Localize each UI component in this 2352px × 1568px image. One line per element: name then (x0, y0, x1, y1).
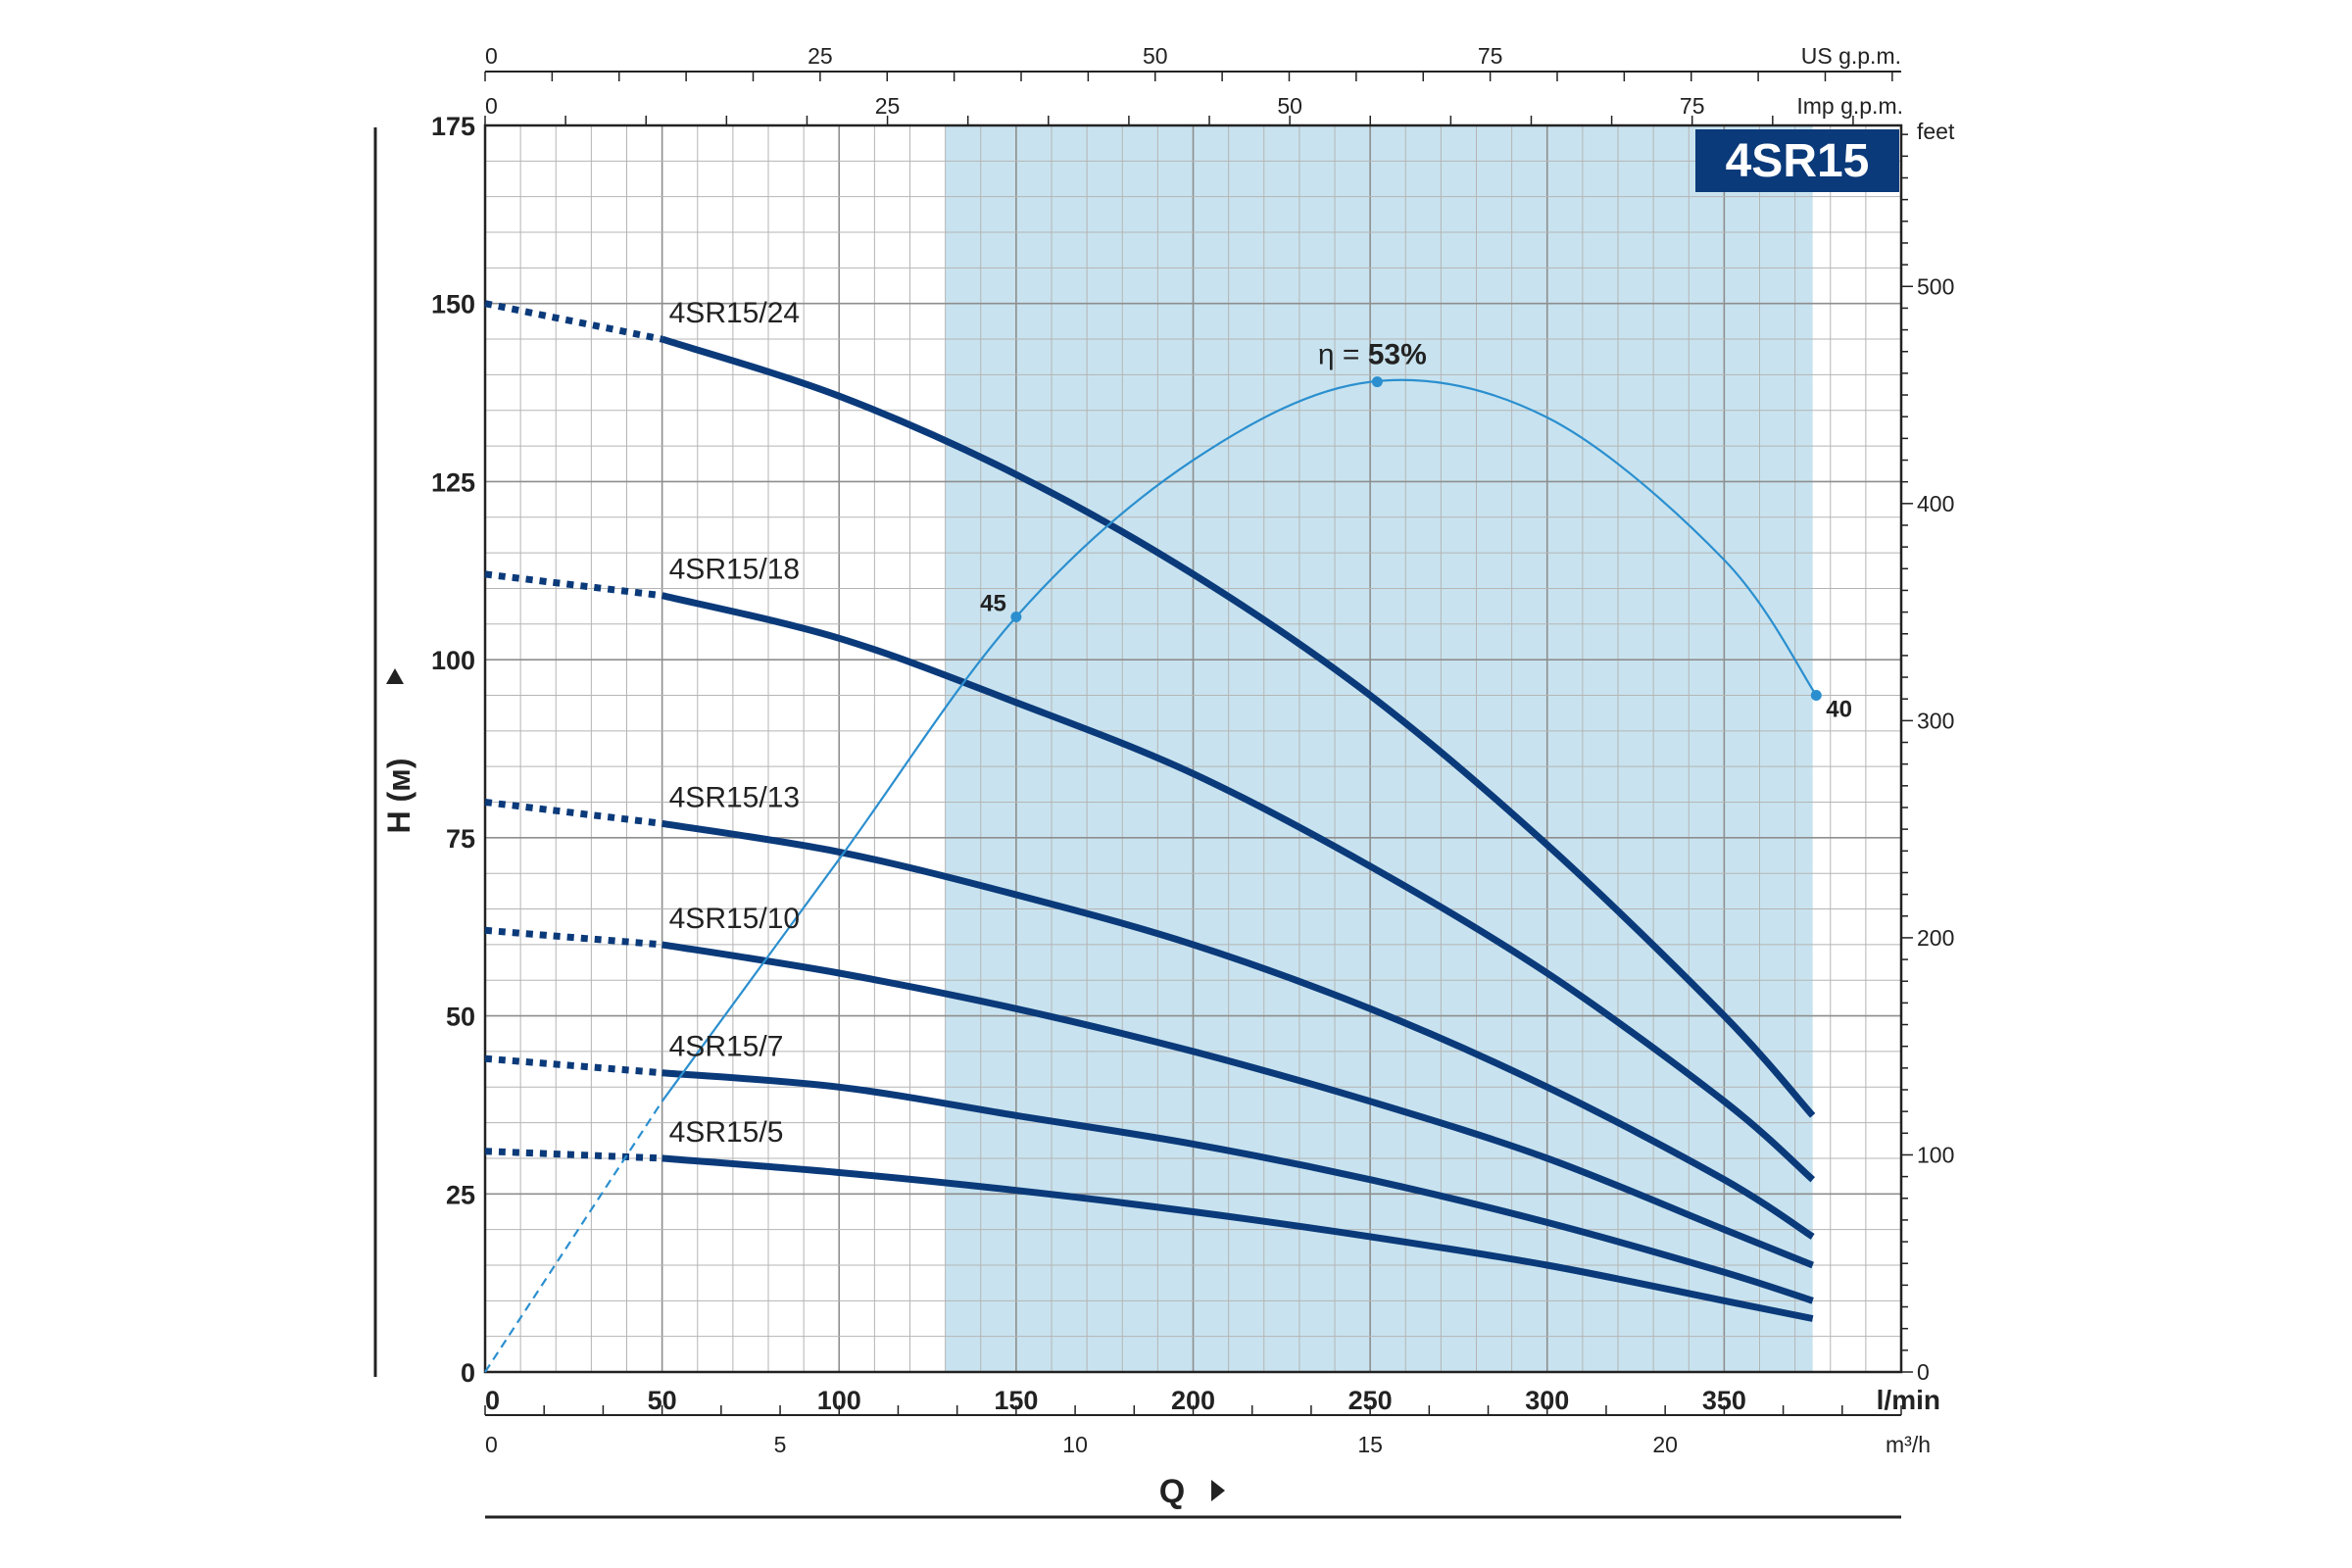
pump-curve-dotted (484, 926, 662, 949)
feet-unit-label: feet (1917, 119, 1955, 144)
us-gpm-tick-label: 50 (1143, 43, 1168, 69)
pump-curve-label: 4SR15/18 (669, 554, 800, 586)
us-gpm-unit-label: US g.p.m. (1801, 43, 1901, 69)
y-tick-label: 150 (431, 290, 475, 319)
recommended-range-band (945, 125, 1813, 1372)
feet-tick-label: 100 (1917, 1142, 1954, 1167)
imp-gpm-tick-label: 50 (1277, 93, 1302, 119)
pump-curve-4sr15-18 (661, 592, 1816, 1183)
us-gpm-tick-label: 0 (485, 43, 498, 69)
pump-curve-4sr15-5 (662, 1154, 1814, 1322)
pump-curve-label: 4SR15/5 (669, 1116, 784, 1149)
us-gpm-tick-label: 25 (808, 43, 833, 69)
labels: 4SR15 4SR15/24 4SR15/18 4SR15/13 4SR15/10 4SR… (669, 129, 1899, 1149)
feet-tick-label: 500 (1917, 273, 1954, 299)
m3h-tick-label: 15 (1357, 1432, 1383, 1457)
feet-tick-label: 300 (1917, 708, 1954, 733)
imp-gpm-tick-label: 25 (875, 93, 901, 119)
feet-tick-label: 400 (1917, 491, 1954, 516)
pump-curve-4sr15-7 (662, 1069, 1814, 1304)
x-tick-label: 0 (485, 1386, 500, 1415)
efficiency-label: 40 (1826, 696, 1852, 722)
y-tick-label: 0 (461, 1358, 475, 1388)
curves (484, 300, 1818, 1373)
x-axis-arrow-icon (1211, 1480, 1225, 1501)
y-axis-arrow-icon (386, 668, 404, 684)
x-axis-title: Q (1159, 1473, 1185, 1510)
y-tick-label: 50 (446, 1003, 475, 1032)
m3h-unit-label: m³/h (1886, 1432, 1931, 1457)
efficiency-marker (1010, 612, 1022, 623)
x-unit-label: l/min (1877, 1385, 1940, 1415)
pump-curve-4sr15-10 (662, 941, 1815, 1269)
pump-curve-label: 4SR15/10 (669, 903, 800, 935)
grid (484, 124, 1902, 1373)
pump-curve-dotted (484, 1054, 662, 1077)
imp-gpm-tick-label: 0 (485, 93, 498, 119)
feet-tick-label: 0 (1917, 1359, 1930, 1385)
pump-curve-label: 4SR15/13 (669, 781, 800, 813)
pump-curve-label: 4SR15/24 (669, 297, 800, 329)
efficiency-peak-label: η = 53% (1318, 339, 1427, 371)
pump-curve-dotted (484, 1148, 662, 1162)
efficiency-marker (1371, 376, 1383, 388)
pump-curve-4sr15-24 (661, 335, 1816, 1118)
y-tick-label: 25 (446, 1180, 475, 1209)
imp-gpm-tick-label: 75 (1680, 93, 1705, 119)
y-tick-label: 75 (446, 824, 475, 854)
y-tick-label: 175 (431, 112, 475, 141)
pump-curve-4sr15-13 (662, 819, 1815, 1240)
model-badge-text: 4SR15 (1726, 135, 1870, 187)
m3h-tick-label: 5 (774, 1432, 787, 1457)
y-tick-label: 100 (431, 646, 475, 675)
efficiency-curve (661, 378, 1818, 1102)
pump-curve-dotted (484, 300, 663, 343)
y-axis-title: H (м) (381, 759, 416, 834)
m3h-tick-label: 0 (485, 1432, 498, 1457)
m3h-tick-label: 10 (1062, 1432, 1088, 1457)
efficiency-marker (1810, 689, 1822, 701)
us-gpm-tick-label: 75 (1478, 43, 1503, 69)
pump-curve-dotted (484, 570, 663, 600)
m3h-tick-label: 20 (1652, 1432, 1678, 1457)
pump-curve-dotted (484, 799, 663, 827)
efficiency-curve-dashed (484, 1101, 663, 1373)
plot-frame (483, 123, 1903, 1374)
y-tick-label: 125 (431, 467, 475, 497)
imp-gpm-unit-label: Imp g.p.m. (1796, 93, 1903, 119)
efficiency-label: 45 (980, 591, 1006, 617)
axes: 0 50 100 150 200 250 300 350 l/min02550751001251… (373, 43, 1955, 1519)
model-badge-box (1695, 129, 1899, 192)
recommended-range-rect (945, 125, 1813, 1372)
feet-tick-label: 200 (1917, 925, 1954, 951)
pump-curve-label: 4SR15/7 (669, 1031, 784, 1063)
